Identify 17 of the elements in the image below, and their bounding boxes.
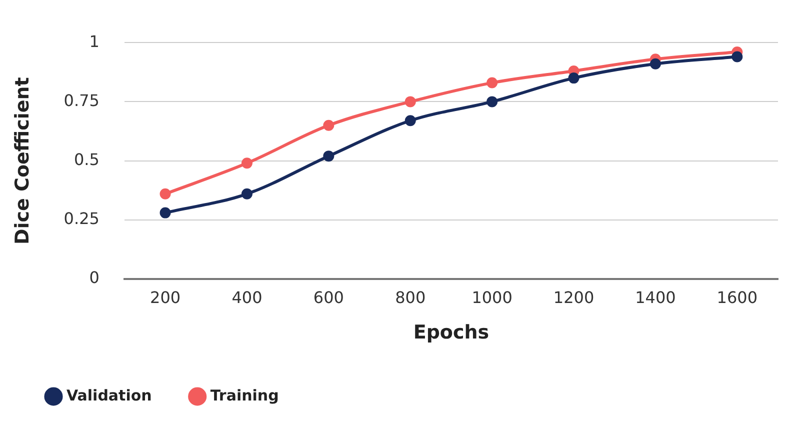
legend-label: Validation <box>66 386 152 404</box>
x-tick-label: 400 <box>232 288 262 307</box>
y-tick-label: 0.25 <box>64 209 100 228</box>
x-tick-label: 200 <box>150 288 181 307</box>
legend-label: Training <box>210 386 279 404</box>
x-tick-label: 1600 <box>716 288 758 307</box>
x-tick-label: 800 <box>395 288 426 307</box>
y-tick-label: 1 <box>89 32 100 51</box>
y-tick-label: 0 <box>89 268 100 288</box>
x-tick-label: 1000 <box>472 288 512 307</box>
x-tick-label: 600 <box>313 288 344 307</box>
y-tick-label: 0.5 <box>74 150 100 169</box>
x-tick-label: 1400 <box>635 288 676 307</box>
x-tick-label: 1200 <box>553 288 594 307</box>
y-tick-label: 0.75 <box>64 90 100 110</box>
x-axis-title: Epochs <box>413 322 490 344</box>
y-axis-title: Dice Coefficient <box>11 77 34 245</box>
